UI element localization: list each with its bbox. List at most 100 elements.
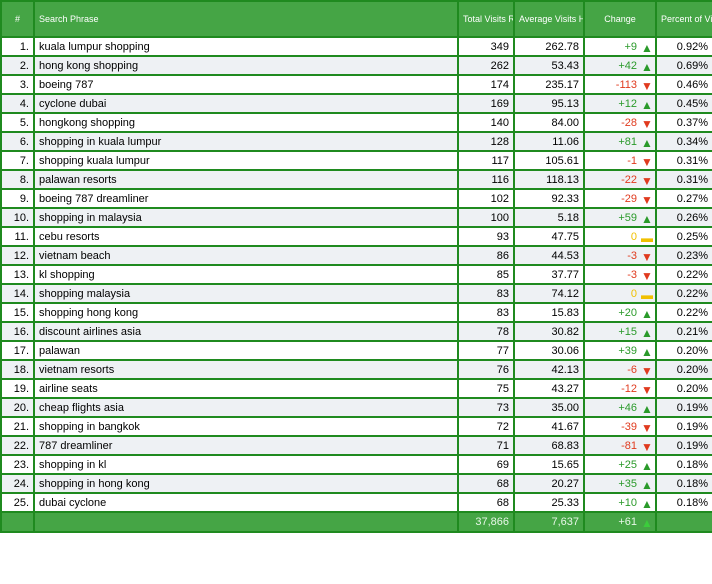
row-rank: 19.: [0, 378, 35, 399]
arrow-up-icon: ▲: [641, 496, 653, 511]
change-value: +10: [618, 496, 637, 509]
table-row: 24. shopping in hong kong 68 20.27 +35 ▲ …: [0, 473, 712, 494]
search-phrase[interactable]: vietnam resorts: [33, 359, 459, 380]
search-phrase[interactable]: shopping in bangkok: [33, 416, 459, 437]
search-phrase[interactable]: dubai cyclone: [33, 492, 459, 513]
table-row: 22. 787 dreamliner 71 68.83 -81 ▼ 0.19%: [0, 435, 712, 456]
header-total[interactable]: Total Visits Referred: [457, 0, 515, 38]
change-cell: -1 ▼: [583, 150, 657, 171]
average-visits: 25.33: [513, 492, 585, 513]
header-phrase[interactable]: Search Phrase: [33, 0, 459, 38]
search-phrase[interactable]: shopping in kl: [33, 454, 459, 475]
search-phrase[interactable]: discount airlines asia: [33, 321, 459, 342]
change-cell: -113 ▼: [583, 74, 657, 95]
percent-visits: 0.26%: [655, 207, 712, 228]
average-visits: 15.65: [513, 454, 585, 475]
footer-total: 37,866: [457, 511, 515, 533]
arrow-down-icon: ▼: [641, 78, 653, 93]
change-cell: 0 ▬: [583, 283, 657, 304]
table-row: 10. shopping in malaysia 100 5.18 +59 ▲ 0…: [0, 207, 712, 228]
table-row: 20. cheap flights asia 73 35.00 +46 ▲ 0.1…: [0, 397, 712, 418]
header-avg[interactable]: Average Visits Historically: [513, 0, 585, 38]
change-cell: +46 ▲: [583, 397, 657, 418]
search-phrase[interactable]: palawan: [33, 340, 459, 361]
change-value: 0: [630, 287, 637, 300]
search-phrase[interactable]: kuala lumpur shopping: [33, 36, 459, 57]
search-phrase[interactable]: palawan resorts: [33, 169, 459, 190]
search-phrase[interactable]: boeing 787: [33, 74, 459, 95]
header-percent[interactable]: Percent of Visits: [655, 0, 712, 38]
total-visits: 116: [457, 169, 515, 190]
row-rank: 3.: [0, 74, 35, 95]
change-cell: +39 ▲: [583, 340, 657, 361]
total-visits: 100: [457, 207, 515, 228]
arrow-down-icon: ▼: [641, 382, 653, 397]
search-phrase[interactable]: cebu resorts: [33, 226, 459, 247]
total-visits: 76: [457, 359, 515, 380]
search-phrase[interactable]: kl shopping: [33, 264, 459, 285]
search-phrase[interactable]: airline seats: [33, 378, 459, 399]
total-visits: 78: [457, 321, 515, 342]
search-phrase[interactable]: 787 dreamliner: [33, 435, 459, 456]
total-visits: 174: [457, 74, 515, 95]
percent-visits: 0.92%: [655, 36, 712, 57]
total-visits: 72: [457, 416, 515, 437]
table-row: 12. vietnam beach 86 44.53 -3 ▼ 0.23%: [0, 245, 712, 266]
row-rank: 14.: [0, 283, 35, 304]
arrow-down-icon: ▼: [641, 173, 653, 188]
search-phrase[interactable]: shopping hong kong: [33, 302, 459, 323]
search-phrase[interactable]: vietnam beach: [33, 245, 459, 266]
total-visits: 73: [457, 397, 515, 418]
row-rank: 2.: [0, 55, 35, 76]
search-phrase[interactable]: shopping in malaysia: [33, 207, 459, 228]
total-visits: 85: [457, 264, 515, 285]
arrow-up-icon: ▲: [641, 477, 653, 492]
total-visits: 117: [457, 150, 515, 171]
table-row: 4. cyclone dubai 169 95.13 +12 ▲ 0.45%: [0, 93, 712, 114]
search-phrase[interactable]: shopping kuala lumpur: [33, 150, 459, 171]
search-phrase[interactable]: hong kong shopping: [33, 55, 459, 76]
table-row: 23. shopping in kl 69 15.65 +25 ▲ 0.18%: [0, 454, 712, 475]
change-cell: +81 ▲: [583, 131, 657, 152]
average-visits: 68.83: [513, 435, 585, 456]
row-rank: 4.: [0, 93, 35, 114]
header-num[interactable]: #: [0, 0, 35, 38]
arrow-up-icon: ▲: [641, 516, 653, 530]
change-value: +46: [618, 401, 637, 414]
change-cell: -28 ▼: [583, 112, 657, 133]
change-cell: +12 ▲: [583, 93, 657, 114]
header-change[interactable]: Change: [583, 0, 657, 38]
table-row: 9. boeing 787 dreamliner 102 92.33 -29 ▼ …: [0, 188, 712, 209]
table-row: 11. cebu resorts 93 47.75 0 ▬ 0.25%: [0, 226, 712, 247]
search-phrase[interactable]: shopping malaysia: [33, 283, 459, 304]
row-rank: 9.: [0, 188, 35, 209]
change-value: +81: [618, 135, 637, 148]
change-value: -81: [621, 439, 637, 452]
change-cell: +35 ▲: [583, 473, 657, 494]
change-value: -113: [615, 78, 637, 91]
search-phrase[interactable]: boeing 787 dreamliner: [33, 188, 459, 209]
average-visits: 118.13: [513, 169, 585, 190]
arrow-up-icon: ▲: [641, 458, 653, 473]
average-visits: 53.43: [513, 55, 585, 76]
search-phrase[interactable]: shopping in kuala lumpur: [33, 131, 459, 152]
average-visits: 44.53: [513, 245, 585, 266]
search-phrase[interactable]: cheap flights asia: [33, 397, 459, 418]
total-visits: 349: [457, 36, 515, 57]
search-phrase[interactable]: cyclone dubai: [33, 93, 459, 114]
percent-visits: 0.20%: [655, 359, 712, 380]
arrow-flat-icon: ▬: [641, 287, 653, 302]
table-row: 16. discount airlines asia 78 30.82 +15 ▲…: [0, 321, 712, 342]
total-visits: 140: [457, 112, 515, 133]
search-phrase[interactable]: shopping in hong kong: [33, 473, 459, 494]
arrow-down-icon: ▼: [641, 116, 653, 131]
search-phrase[interactable]: hongkong shopping: [33, 112, 459, 133]
arrow-up-icon: ▲: [641, 97, 653, 112]
footer-empty: [655, 511, 712, 533]
average-visits: 11.06: [513, 131, 585, 152]
table-row: 21. shopping in bangkok 72 41.67 -39 ▼ 0.…: [0, 416, 712, 437]
total-visits: 262: [457, 55, 515, 76]
percent-visits: 0.69%: [655, 55, 712, 76]
change-value: -1: [627, 154, 637, 167]
change-value: 0: [630, 230, 637, 243]
